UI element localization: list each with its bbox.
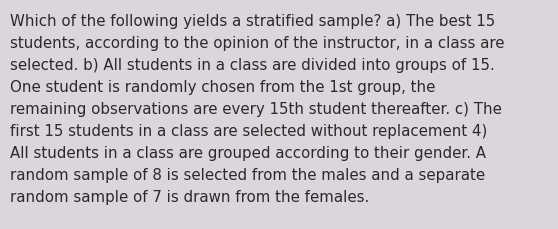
Text: random sample of 7 is drawn from the females.: random sample of 7 is drawn from the fem… <box>10 189 369 204</box>
Text: All students in a class are grouped according to their gender. A: All students in a class are grouped acco… <box>10 145 486 160</box>
Text: remaining observations are every 15th student thereafter. c) The: remaining observations are every 15th st… <box>10 101 502 117</box>
Text: Which of the following yields a stratified sample? a) The best 15: Which of the following yields a stratifi… <box>10 14 496 29</box>
Text: students, according to the opinion of the instructor, in a class are: students, according to the opinion of th… <box>10 36 504 51</box>
Text: random sample of 8 is selected from the males and a separate: random sample of 8 is selected from the … <box>10 167 485 182</box>
Text: first 15 students in a class are selected without replacement 4): first 15 students in a class are selecte… <box>10 123 487 138</box>
Text: One student is randomly chosen from the 1st group, the: One student is randomly chosen from the … <box>10 80 435 95</box>
Text: selected. b) All students in a class are divided into groups of 15.: selected. b) All students in a class are… <box>10 58 495 73</box>
